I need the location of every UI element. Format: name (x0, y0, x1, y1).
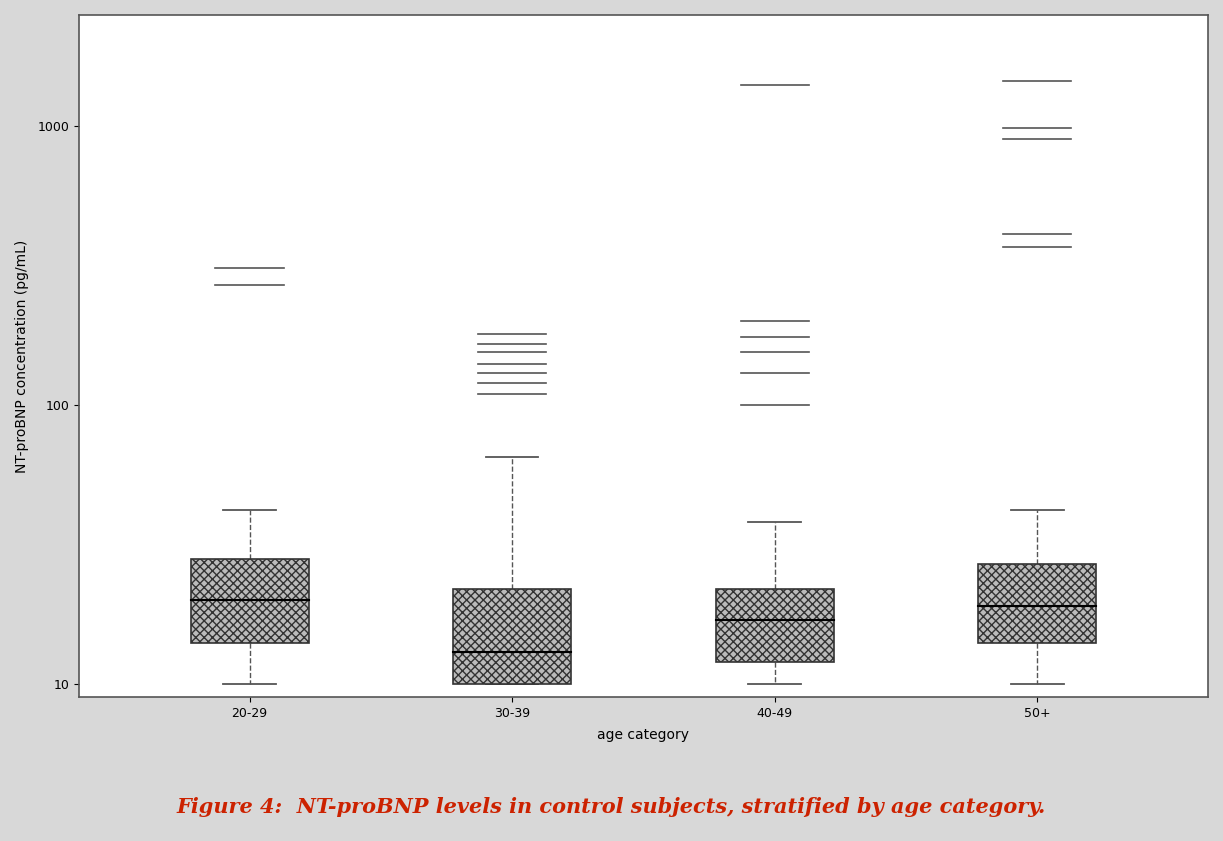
X-axis label: age category: age category (598, 728, 690, 742)
Y-axis label: NT-proBNP concentration (pg/mL): NT-proBNP concentration (pg/mL) (15, 240, 29, 473)
Bar (453, 589, 571, 684)
Bar (715, 589, 834, 662)
Bar (191, 559, 308, 643)
Text: Figure 4:  NT-proBNP levels in control subjects, stratified by age category.: Figure 4: NT-proBNP levels in control su… (177, 797, 1046, 817)
Bar (978, 563, 1096, 643)
